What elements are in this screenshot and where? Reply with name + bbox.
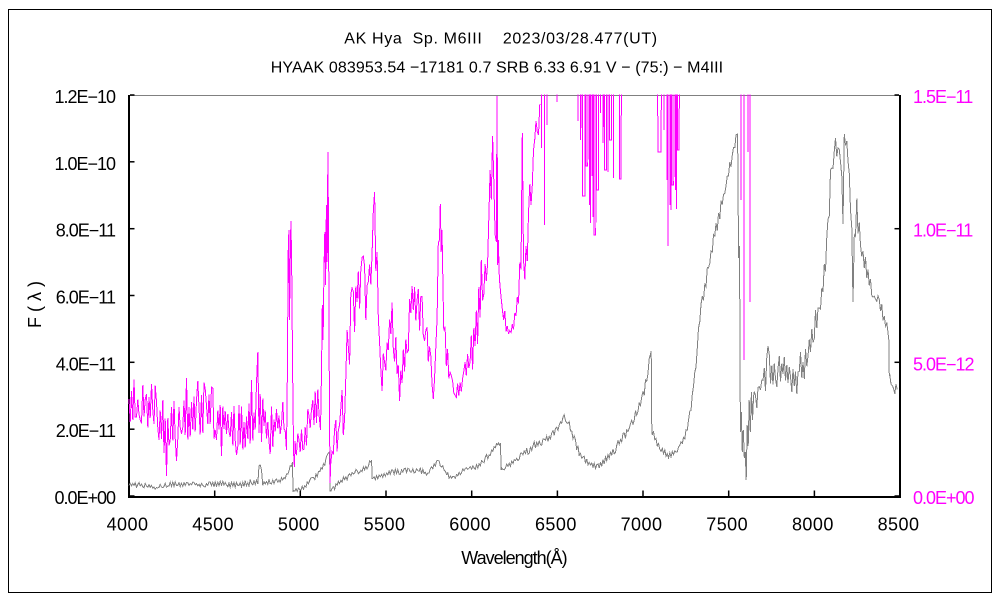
svg-text:4000: 4000 xyxy=(107,515,149,535)
svg-text:6.0E−11: 6.0E−11 xyxy=(56,288,116,308)
svg-text:8.0E−11: 8.0E−11 xyxy=(56,221,116,241)
svg-text:0.0E+00: 0.0E+00 xyxy=(913,488,975,508)
svg-text:6000: 6000 xyxy=(449,515,491,535)
svg-text:8500: 8500 xyxy=(878,515,920,535)
svg-text:0.0E+00: 0.0E+00 xyxy=(54,488,116,508)
svg-text:Wavelength(Å): Wavelength(Å) xyxy=(461,548,566,568)
svg-text:1.5E−11: 1.5E−11 xyxy=(913,87,973,107)
svg-text:1.0E−10: 1.0E−10 xyxy=(54,154,116,174)
svg-text:5000: 5000 xyxy=(278,515,320,535)
svg-text:HYAAK 083953.54 −17181 0.7 SRB: HYAAK 083953.54 −17181 0.7 SRB 6.33 6.91… xyxy=(271,60,723,77)
svg-text:2.0E−11: 2.0E−11 xyxy=(56,421,116,441)
svg-text:7000: 7000 xyxy=(621,515,663,535)
svg-text:8000: 8000 xyxy=(792,515,834,535)
svg-text:7500: 7500 xyxy=(706,515,748,535)
svg-text:F(λ): F(λ) xyxy=(25,276,45,328)
svg-text:4.0E−11: 4.0E−11 xyxy=(56,354,116,374)
svg-text:6500: 6500 xyxy=(535,515,577,535)
svg-text:5500: 5500 xyxy=(364,515,406,535)
svg-text:1.0E−11: 1.0E−11 xyxy=(913,221,973,241)
svg-text:4500: 4500 xyxy=(192,515,234,535)
svg-text:5.0E−12: 5.0E−12 xyxy=(913,354,975,374)
svg-text:AK Hya Sp. M6III 2023/03/2: AK Hya Sp. M6III 2023/03/28.477(UT) xyxy=(344,31,658,48)
svg-text:1.2E−10: 1.2E−10 xyxy=(54,87,116,107)
